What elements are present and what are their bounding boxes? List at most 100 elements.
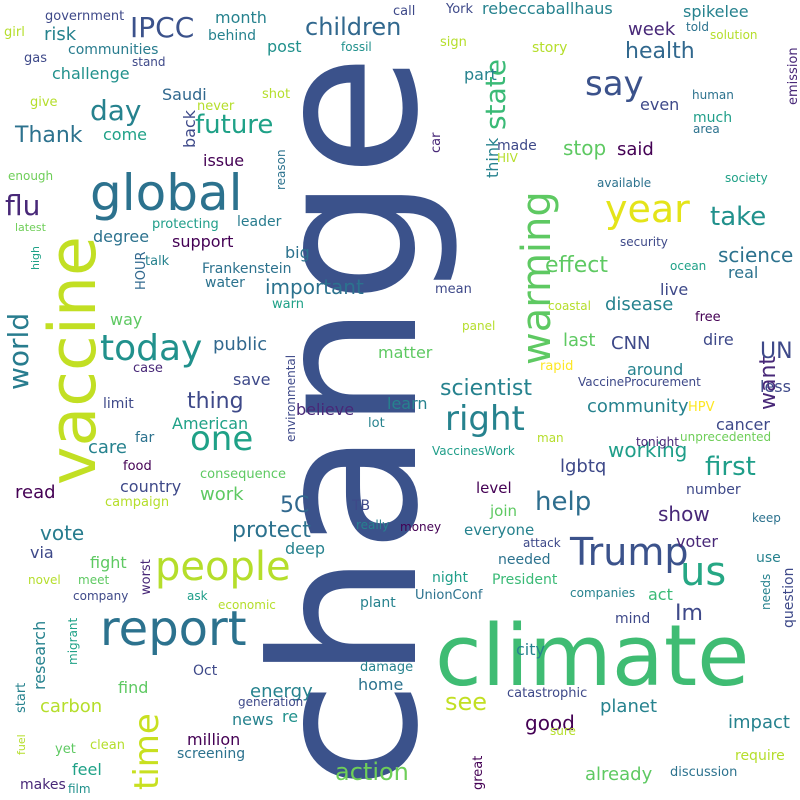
word: keep xyxy=(752,511,781,525)
word: yet xyxy=(55,742,76,757)
word: rapid xyxy=(540,359,573,374)
word: good xyxy=(525,711,575,735)
word: science xyxy=(718,243,793,267)
word: call xyxy=(393,4,415,19)
word: latest xyxy=(15,221,47,234)
word: story xyxy=(532,40,567,56)
word: makes xyxy=(20,777,66,793)
word: part xyxy=(464,65,497,84)
word: fight xyxy=(90,553,127,572)
word: day xyxy=(90,94,142,127)
word: HPV xyxy=(688,400,715,415)
word: home xyxy=(358,675,403,694)
word: thing xyxy=(187,389,244,414)
word: matter xyxy=(378,343,433,362)
word: plant xyxy=(360,595,396,611)
word: issue xyxy=(203,151,244,170)
word: risk xyxy=(44,24,77,45)
word: question xyxy=(781,568,797,628)
word: vote xyxy=(40,521,84,545)
word: see xyxy=(445,688,487,716)
word: less xyxy=(760,377,791,396)
word: government xyxy=(45,9,124,24)
word: meet xyxy=(78,573,109,587)
word: require xyxy=(735,748,785,764)
word: come xyxy=(103,125,147,144)
word: month xyxy=(215,8,267,27)
word: global xyxy=(90,164,243,222)
word: stand xyxy=(132,55,166,69)
word: challenge xyxy=(52,64,130,83)
word: VaccinesWork xyxy=(432,444,515,458)
word: generation xyxy=(238,695,303,709)
word: far xyxy=(135,430,155,446)
word: VaccineProcurement xyxy=(578,375,701,389)
word: back xyxy=(180,109,199,148)
word: human xyxy=(692,88,734,102)
word: help xyxy=(535,487,591,517)
word: man xyxy=(537,431,564,445)
word: Frankenstein xyxy=(202,261,292,277)
word: car xyxy=(429,132,444,153)
word: re xyxy=(282,707,298,726)
word: made xyxy=(497,138,537,154)
word: talk xyxy=(145,254,170,269)
word: level xyxy=(476,479,512,497)
word: Im xyxy=(675,601,703,626)
word: voter xyxy=(676,532,718,551)
word: fuel xyxy=(15,734,28,755)
word: really xyxy=(356,518,389,532)
word: today xyxy=(100,328,202,369)
word: TB xyxy=(351,498,370,514)
word: everyone xyxy=(464,521,534,539)
word: energy xyxy=(250,681,313,702)
word: give xyxy=(30,95,58,110)
word: big xyxy=(285,243,310,262)
word: ocean xyxy=(670,259,706,273)
word: attack xyxy=(523,536,561,550)
word: food xyxy=(123,459,152,474)
word: climate xyxy=(435,607,749,706)
word: environmental xyxy=(284,355,298,442)
word: needs xyxy=(759,574,773,610)
word: unprecedented xyxy=(680,430,771,444)
word: feel xyxy=(72,760,102,779)
word: high xyxy=(29,246,42,270)
word: lgbtq xyxy=(560,456,606,477)
word: cancer xyxy=(716,415,770,434)
word: change xyxy=(230,54,463,790)
word: girl xyxy=(4,25,25,40)
word: worst xyxy=(139,559,154,595)
word: night xyxy=(432,570,469,586)
word: action xyxy=(335,758,409,786)
word: never xyxy=(197,99,235,114)
word: panel xyxy=(462,319,495,333)
word: act xyxy=(648,585,673,604)
word: campaign xyxy=(105,495,169,510)
word: city xyxy=(516,640,545,659)
word: gas xyxy=(24,51,47,66)
word: news xyxy=(232,710,273,729)
word: UN xyxy=(760,339,793,364)
word: scientist xyxy=(440,376,532,401)
word: save xyxy=(233,370,270,389)
word: public xyxy=(213,334,267,355)
word: available xyxy=(597,176,651,190)
word: community xyxy=(587,396,689,417)
word: vaccine xyxy=(36,236,111,485)
word: support xyxy=(172,232,233,251)
word: last xyxy=(563,330,595,351)
word: first xyxy=(705,452,756,482)
word: communities xyxy=(68,42,158,58)
word: care xyxy=(88,437,127,458)
word: security xyxy=(620,235,668,249)
word: Oct xyxy=(193,663,218,679)
word: protecting xyxy=(152,217,219,232)
word: mind xyxy=(615,611,650,627)
word: world xyxy=(2,313,35,390)
word: needed xyxy=(498,552,551,568)
word: CNN xyxy=(611,333,651,354)
word: discussion xyxy=(670,765,737,780)
word: even xyxy=(640,95,679,114)
